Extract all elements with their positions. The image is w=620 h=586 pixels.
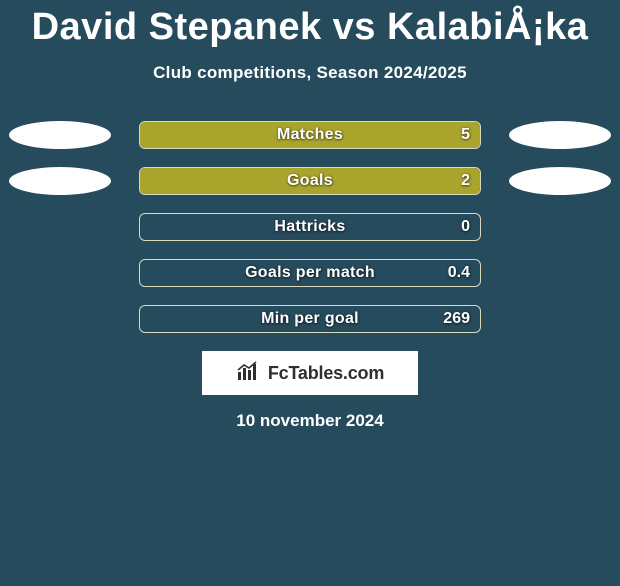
ellipse-spacer	[509, 305, 611, 333]
stat-row: Hattricks0	[0, 213, 620, 241]
stat-row: Goals2	[0, 167, 620, 195]
date-text: 10 november 2024	[0, 411, 620, 431]
player-right-ellipse	[509, 167, 611, 195]
stat-value: 0	[461, 214, 470, 240]
player-right-ellipse	[509, 121, 611, 149]
stat-label: Matches	[140, 122, 480, 148]
ellipse-spacer	[9, 305, 111, 333]
stat-row: Goals per match0.4	[0, 259, 620, 287]
stat-bar: Hattricks0	[139, 213, 481, 241]
subtitle: Club competitions, Season 2024/2025	[0, 63, 620, 83]
brand-label: FcTables.com	[268, 363, 384, 384]
brand-box: FcTables.com	[202, 351, 418, 395]
stat-bar: Goals per match0.4	[139, 259, 481, 287]
player-left-ellipse	[9, 121, 111, 149]
stat-bar: Min per goal269	[139, 305, 481, 333]
stat-label: Goals	[140, 168, 480, 194]
stat-label: Hattricks	[140, 214, 480, 240]
stats-rows: Matches5Goals2Hattricks0Goals per match0…	[0, 121, 620, 333]
ellipse-spacer	[509, 259, 611, 287]
page-title: David Stepanek vs KalabiÅ¡ka	[0, 6, 620, 49]
ellipse-spacer	[9, 259, 111, 287]
stat-row: Min per goal269	[0, 305, 620, 333]
stat-label: Min per goal	[140, 306, 480, 332]
stat-row: Matches5	[0, 121, 620, 149]
player-left-ellipse	[9, 167, 111, 195]
stat-value: 0.4	[448, 260, 470, 286]
stat-value: 269	[443, 306, 470, 332]
stat-value: 2	[461, 168, 470, 194]
stat-bar: Goals2	[139, 167, 481, 195]
brand-chart-icon	[236, 360, 262, 387]
ellipse-spacer	[509, 213, 611, 241]
stat-bar: Matches5	[139, 121, 481, 149]
stat-label: Goals per match	[140, 260, 480, 286]
stat-value: 5	[461, 122, 470, 148]
ellipse-spacer	[9, 213, 111, 241]
